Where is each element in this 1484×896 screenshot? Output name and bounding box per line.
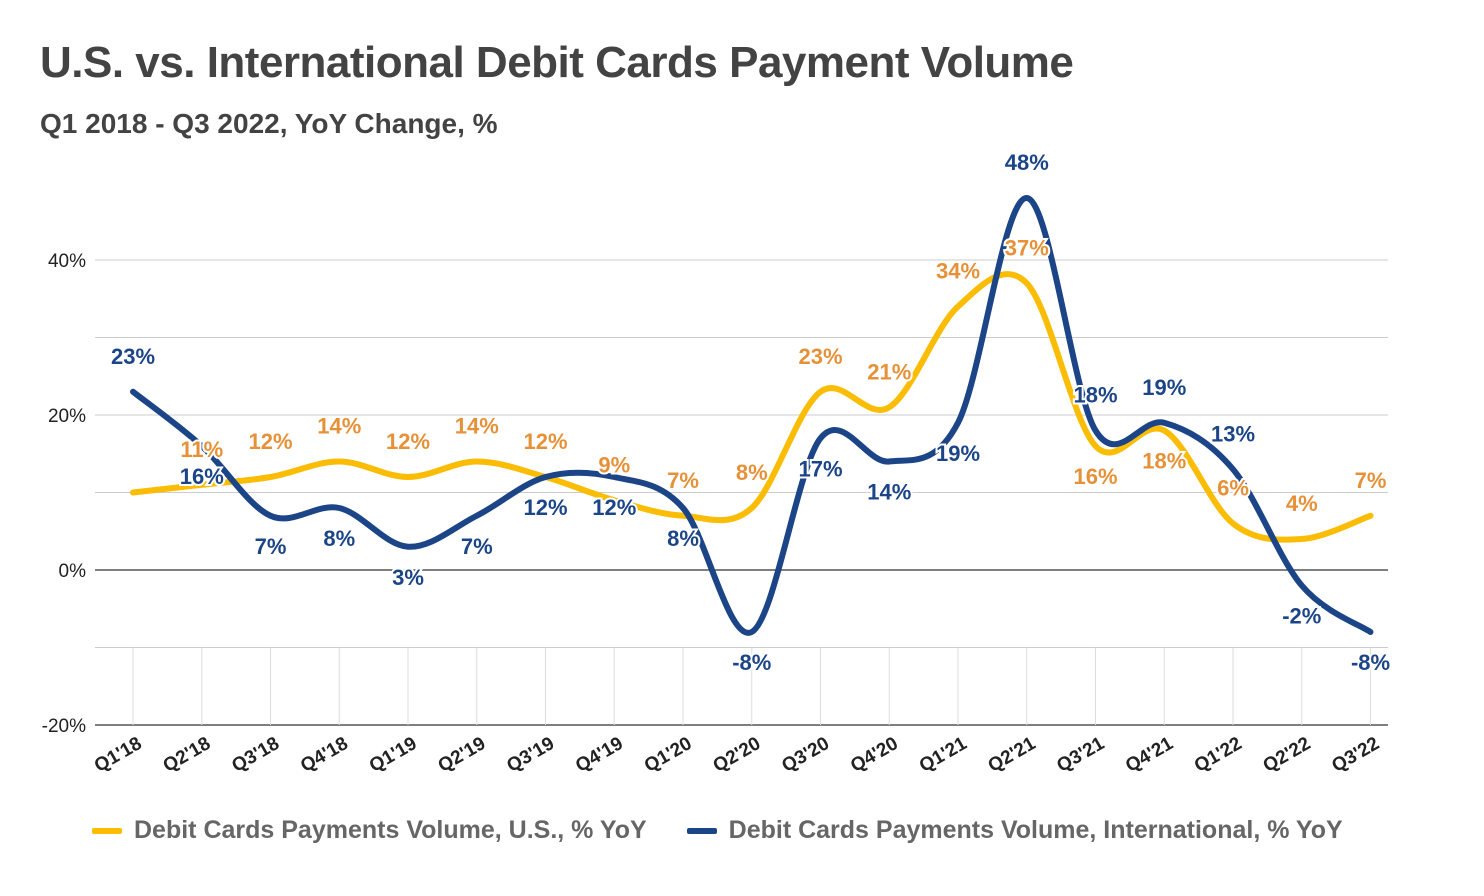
- data-label-us: 6%: [1217, 476, 1249, 501]
- y-tick-label: 0%: [59, 561, 87, 582]
- x-tick-label: Q2'22: [1260, 733, 1315, 777]
- data-label-us: 12%: [523, 429, 567, 454]
- y-tick-label: 20%: [48, 406, 86, 427]
- series-line-international: [130, 195, 1374, 636]
- y-tick-label: -20%: [42, 716, 86, 737]
- x-tick-label: Q4'21: [1122, 733, 1177, 777]
- legend: Debit Cards Payments Volume, U.S., % YoY…: [92, 816, 1383, 845]
- chart-title: U.S. vs. International Debit Cards Payme…: [40, 38, 1074, 87]
- data-label-us: 7%: [667, 468, 699, 493]
- x-tick-label: Q1'19: [366, 733, 421, 777]
- data-label-international: 12%: [592, 495, 636, 520]
- data-label-international: 23%: [111, 344, 155, 369]
- data-label-international: 48%: [1005, 150, 1049, 175]
- x-tick-label: Q2'20: [710, 733, 765, 777]
- data-label-us: 8%: [736, 460, 768, 485]
- x-tick-label: Q4'19: [572, 733, 627, 777]
- legend-label-us: Debit Cards Payments Volume, U.S., % YoY: [134, 816, 647, 844]
- data-label-us: 14%: [317, 414, 361, 439]
- data-label-international: 17%: [798, 456, 842, 481]
- legend-item-us: Debit Cards Payments Volume, U.S., % YoY: [92, 816, 647, 845]
- x-tick-label: Q3'19: [503, 733, 558, 777]
- data-label-international: 7%: [255, 534, 287, 559]
- data-label-international: 3%: [392, 565, 424, 590]
- data-label-international: -8%: [732, 650, 771, 675]
- data-label-us: 9%: [598, 452, 630, 477]
- legend-swatch-international: [686, 827, 717, 834]
- data-label-international: 7%: [461, 534, 493, 559]
- data-label-international: -8%: [1351, 650, 1390, 675]
- data-label-us: 16%: [1073, 464, 1117, 489]
- data-label-us: 7%: [1355, 468, 1387, 493]
- data-label-us: 21%: [867, 359, 911, 384]
- data-label-international: 12%: [523, 495, 567, 520]
- legend-item-international: Debit Cards Payments Volume, Internation…: [686, 816, 1343, 845]
- data-label-us: 12%: [248, 429, 292, 454]
- y-tick-label: 40%: [48, 251, 86, 272]
- data-label-international: 16%: [180, 464, 224, 489]
- series-line-us: [130, 271, 1374, 543]
- data-label-international: 19%: [936, 441, 980, 466]
- data-label-us: 23%: [798, 344, 842, 369]
- x-tick-label: Q1'22: [1191, 733, 1246, 777]
- x-tick-label: Q3'21: [1053, 733, 1108, 777]
- data-label-us: 11%: [180, 437, 223, 462]
- data-label-international: 13%: [1211, 421, 1255, 446]
- data-label-us: 18%: [1142, 449, 1186, 474]
- data-label-international: -2%: [1282, 604, 1321, 629]
- data-label-international: 8%: [667, 526, 699, 551]
- data-label-international: 18%: [1073, 383, 1117, 408]
- x-tick-label: Q1'18: [91, 733, 146, 777]
- data-label-international: 19%: [1142, 375, 1186, 400]
- x-tick-label: Q2'21: [985, 733, 1040, 777]
- x-tick-label: Q4'20: [847, 733, 902, 777]
- chart-subtitle: Q1 2018 - Q3 2022, YoY Change, %: [40, 108, 498, 139]
- data-label-us: 34%: [936, 259, 980, 284]
- data-label-international: 14%: [867, 480, 911, 505]
- x-tick-label: Q2'19: [435, 733, 490, 777]
- x-tick-label: Q4'18: [297, 733, 352, 777]
- x-tick-label: Q1'21: [916, 733, 971, 777]
- x-tick-label: Q2'18: [160, 733, 215, 777]
- x-tick-label: Q3'18: [228, 733, 283, 777]
- data-label-us: 37%: [1005, 235, 1049, 260]
- data-label-international: 8%: [323, 526, 355, 551]
- legend-swatch-us: [92, 827, 122, 834]
- legend-label-international: Debit Cards Payments Volume, Internation…: [728, 816, 1343, 844]
- x-tick-label: Q3'22: [1328, 733, 1383, 777]
- data-label-us: 14%: [455, 414, 499, 439]
- data-label-us: 4%: [1286, 491, 1318, 516]
- x-tick-label: Q1'20: [641, 733, 696, 777]
- data-label-us: 12%: [386, 429, 430, 454]
- x-tick-label: Q3'20: [778, 733, 833, 777]
